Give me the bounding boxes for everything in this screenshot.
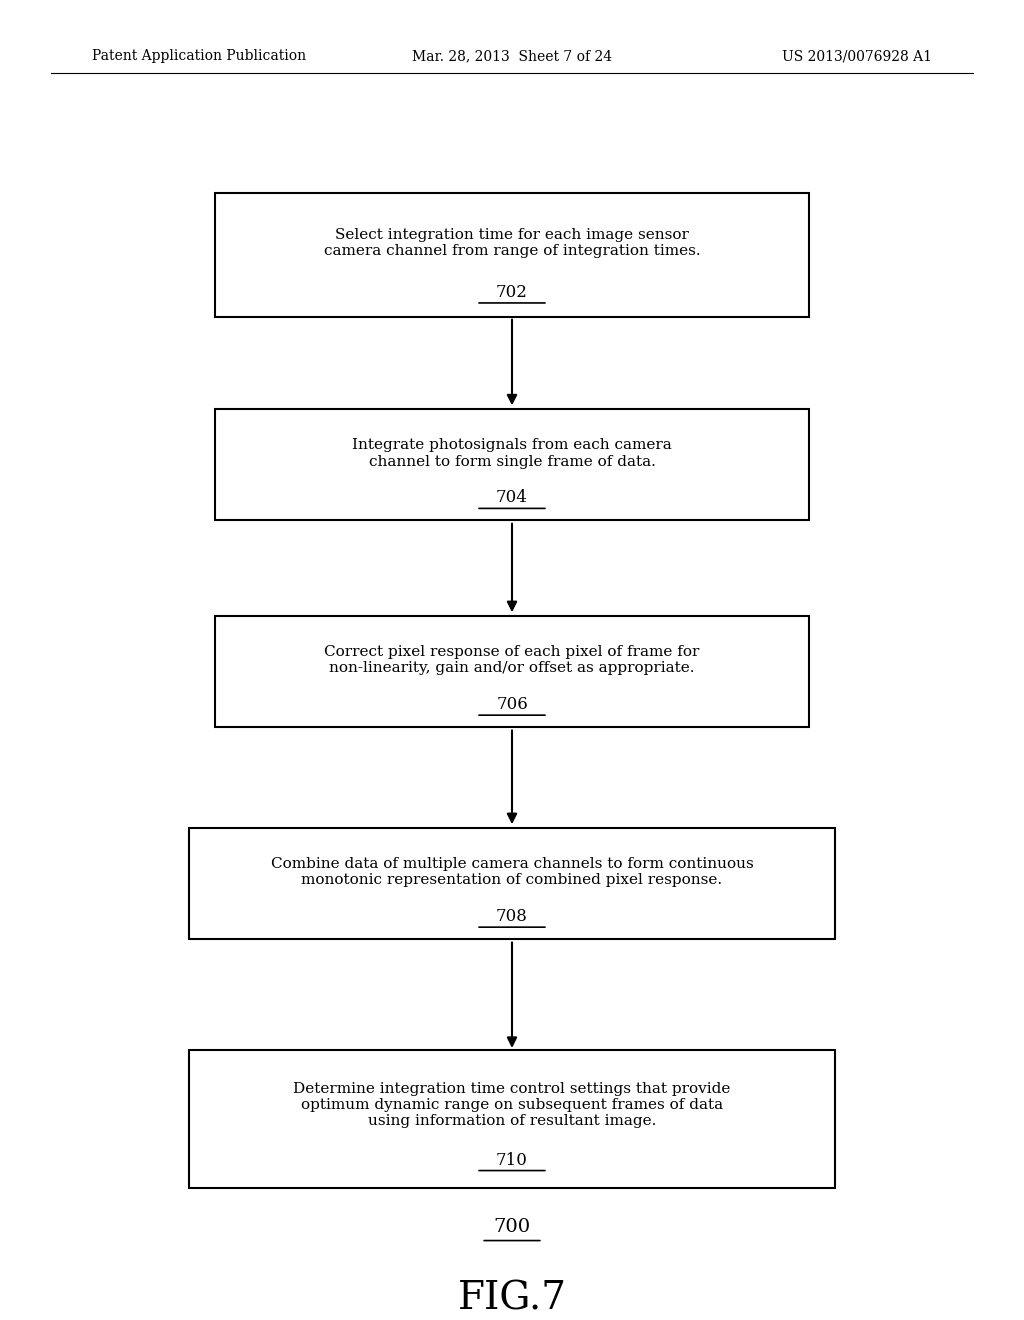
Text: FIG.7: FIG.7 <box>458 1280 566 1317</box>
Text: Patent Application Publication: Patent Application Publication <box>92 49 306 63</box>
Text: 702: 702 <box>496 284 528 301</box>
FancyBboxPatch shape <box>215 615 809 727</box>
Text: US 2013/0076928 A1: US 2013/0076928 A1 <box>782 49 932 63</box>
Text: Mar. 28, 2013  Sheet 7 of 24: Mar. 28, 2013 Sheet 7 of 24 <box>412 49 612 63</box>
FancyBboxPatch shape <box>215 409 809 520</box>
Text: Determine integration time control settings that provide
optimum dynamic range o: Determine integration time control setti… <box>293 1082 731 1129</box>
FancyBboxPatch shape <box>189 828 835 939</box>
Text: Correct pixel response of each pixel of frame for
non-linearity, gain and/or off: Correct pixel response of each pixel of … <box>325 645 699 676</box>
FancyBboxPatch shape <box>189 1051 835 1188</box>
Text: 700: 700 <box>494 1218 530 1237</box>
Text: 708: 708 <box>496 908 528 925</box>
Text: Combine data of multiple camera channels to form continuous
monotonic representa: Combine data of multiple camera channels… <box>270 857 754 887</box>
Text: Select integration time for each image sensor
camera channel from range of integ: Select integration time for each image s… <box>324 227 700 257</box>
Text: Integrate photosignals from each camera
channel to form single frame of data.: Integrate photosignals from each camera … <box>352 438 672 469</box>
Text: 710: 710 <box>496 1151 528 1168</box>
FancyBboxPatch shape <box>215 193 809 317</box>
Text: 704: 704 <box>496 490 528 507</box>
Text: 706: 706 <box>496 696 528 713</box>
